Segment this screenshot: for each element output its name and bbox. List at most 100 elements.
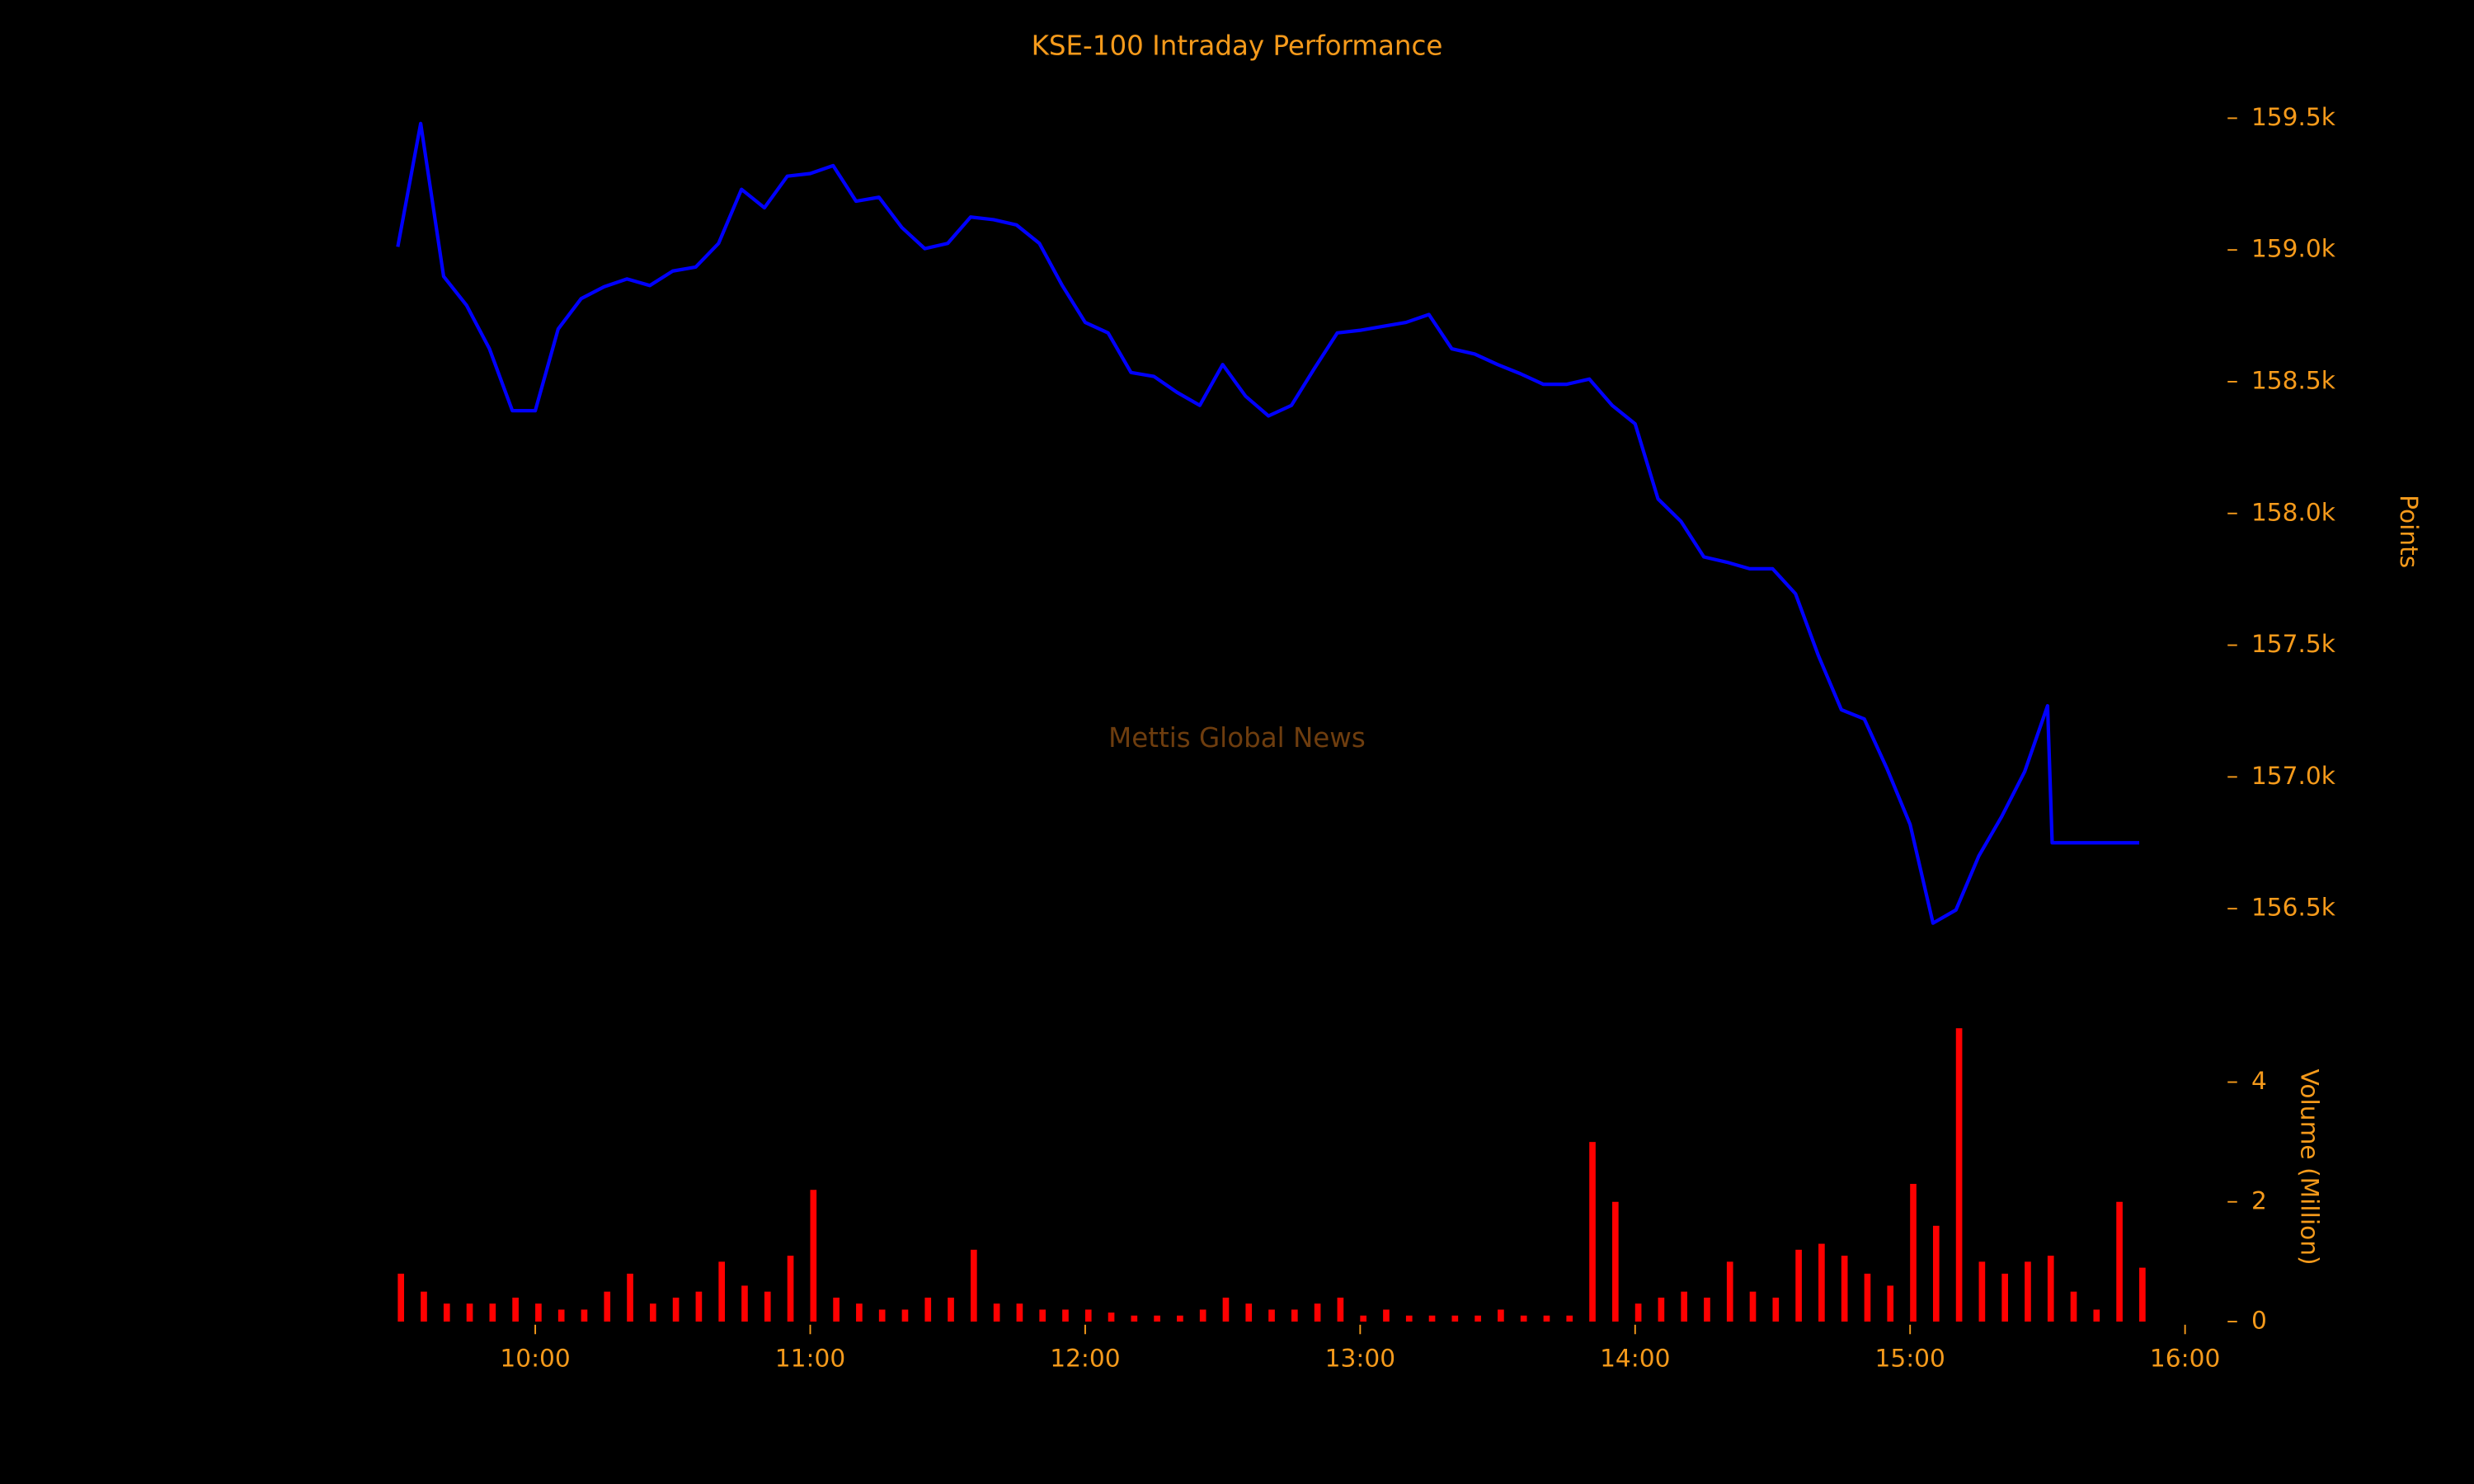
volume-bar bbox=[1245, 1303, 1253, 1322]
volume-bar bbox=[1704, 1297, 1710, 1322]
volume-bar bbox=[856, 1303, 863, 1322]
volume-bar bbox=[878, 1309, 886, 1322]
volume-bar bbox=[1291, 1309, 1298, 1322]
volume-bar bbox=[1177, 1315, 1183, 1322]
volume-bar bbox=[1772, 1297, 1780, 1322]
volume-bar bbox=[1910, 1183, 1917, 1322]
volume-bar bbox=[1131, 1315, 1138, 1322]
volume-bar bbox=[1864, 1273, 1871, 1322]
volume-bar bbox=[1955, 1028, 1963, 1322]
volume-bar bbox=[535, 1303, 542, 1322]
volume-bar bbox=[2093, 1309, 2100, 1322]
volume-bar bbox=[466, 1303, 473, 1322]
volume-bar bbox=[1589, 1142, 1596, 1322]
volume-bar bbox=[1314, 1303, 1321, 1322]
volume-bar bbox=[810, 1190, 817, 1322]
volume-bar bbox=[557, 1309, 565, 1322]
volume-bar bbox=[1199, 1309, 1206, 1322]
x-tick-label: 13:00 bbox=[1325, 1343, 1395, 1372]
volume-bar bbox=[2070, 1291, 2077, 1322]
volume-bar bbox=[2001, 1273, 2008, 1322]
y-tick-label: 159.5k bbox=[2251, 102, 2336, 131]
volume-bar bbox=[1337, 1297, 1344, 1322]
volume-bar bbox=[1016, 1303, 1023, 1322]
volume-bar bbox=[1154, 1315, 1160, 1322]
x-tick-label: 12:00 bbox=[1050, 1343, 1120, 1372]
volume-bar bbox=[1405, 1315, 1413, 1322]
y-tick-label: 157.5k bbox=[2251, 629, 2336, 658]
volume-bar bbox=[901, 1309, 909, 1322]
y-tick-label: 157.0k bbox=[2251, 761, 2336, 790]
volume-bar bbox=[1475, 1315, 1481, 1322]
volume-bar bbox=[1039, 1309, 1047, 1322]
volume-bar bbox=[924, 1297, 932, 1322]
volume-bar bbox=[695, 1291, 703, 1322]
chart-title: KSE-100 Intraday Performance bbox=[1032, 30, 1443, 61]
volume-bar bbox=[1749, 1291, 1757, 1322]
y-axis-label: Points bbox=[2395, 495, 2424, 568]
y-tick-label: 159.0k bbox=[2251, 234, 2336, 263]
volume-bar bbox=[1451, 1315, 1459, 1322]
volume-bar bbox=[1658, 1297, 1665, 1322]
volume-bar bbox=[1108, 1313, 1115, 1322]
volume-bar bbox=[627, 1273, 633, 1322]
volume-bar bbox=[1978, 1261, 1986, 1322]
volume-bar bbox=[1932, 1225, 1940, 1322]
volume-bar bbox=[512, 1297, 519, 1322]
y-tick-label: 2 bbox=[2251, 1186, 2267, 1214]
volume-bar bbox=[1268, 1309, 1275, 1322]
volume-bar bbox=[2047, 1256, 2054, 1322]
volume-bar bbox=[1360, 1315, 1367, 1322]
volume-bar bbox=[970, 1249, 977, 1322]
volume-bar bbox=[1428, 1315, 1436, 1322]
volume-bar bbox=[1383, 1309, 1390, 1322]
volume-bar bbox=[1222, 1297, 1230, 1322]
volume-bar bbox=[1634, 1303, 1642, 1322]
volume-bar bbox=[581, 1309, 588, 1322]
volume-bar bbox=[833, 1297, 840, 1322]
y-tick-label: 158.0k bbox=[2251, 497, 2336, 526]
volume-bar bbox=[1795, 1249, 1802, 1322]
y-tick-label: 156.5k bbox=[2251, 893, 2336, 922]
volume-bar bbox=[1498, 1309, 1504, 1322]
volume-bar bbox=[443, 1303, 450, 1322]
x-tick-label: 14:00 bbox=[1600, 1343, 1670, 1372]
volume-bar bbox=[604, 1291, 611, 1322]
y-tick-label: 158.5k bbox=[2251, 365, 2336, 394]
price-line bbox=[396, 121, 2140, 925]
volume-bar bbox=[397, 1273, 405, 1322]
watermark: Mettis Global News bbox=[1108, 722, 1366, 754]
volume-bar bbox=[489, 1303, 496, 1322]
volume-bar bbox=[993, 1303, 1000, 1322]
volume-bar bbox=[1841, 1256, 1848, 1322]
volume-bar bbox=[948, 1297, 954, 1322]
volume-bar bbox=[1818, 1243, 1825, 1322]
volume-bar bbox=[672, 1297, 680, 1322]
volume-bar bbox=[718, 1261, 726, 1322]
volume-bar bbox=[1543, 1315, 1550, 1322]
volume-bar bbox=[787, 1256, 794, 1322]
volume-bar bbox=[2116, 1201, 2123, 1322]
y-axis-label: Volume (Million) bbox=[2295, 1068, 2324, 1265]
x-tick-label: 15:00 bbox=[1875, 1343, 1945, 1372]
volume-bar bbox=[1520, 1315, 1527, 1322]
volume-bar bbox=[741, 1285, 748, 1322]
volume-bar bbox=[1566, 1315, 1573, 1322]
volume-bar bbox=[1681, 1291, 1687, 1322]
volume-bar bbox=[649, 1303, 656, 1322]
volume-bar bbox=[2139, 1267, 2146, 1322]
volume-bar bbox=[1887, 1285, 1894, 1322]
volume-bar bbox=[1726, 1261, 1733, 1322]
volume-bar bbox=[421, 1291, 427, 1322]
x-tick-label: 16:00 bbox=[2150, 1343, 2220, 1372]
volume-bar bbox=[2025, 1261, 2031, 1322]
y-tick-label: 4 bbox=[2251, 1066, 2267, 1095]
volume-bar bbox=[1062, 1309, 1069, 1322]
x-tick-label: 10:00 bbox=[500, 1343, 570, 1372]
volume-bar bbox=[764, 1291, 771, 1322]
y-tick-label: 0 bbox=[2251, 1305, 2267, 1334]
volume-bar bbox=[1084, 1309, 1092, 1322]
